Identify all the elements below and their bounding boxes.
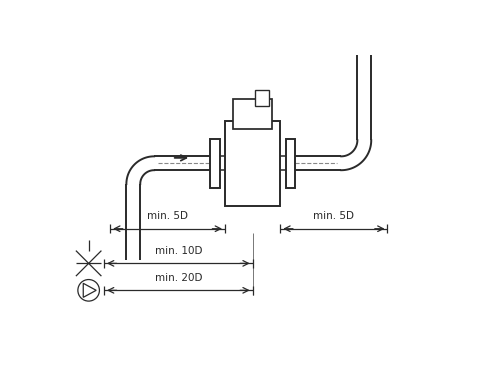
Bar	[255, 90, 269, 105]
Text: min. 20D: min. 20D	[154, 273, 202, 283]
Bar	[233, 99, 272, 128]
Text: min. 10D: min. 10D	[154, 246, 202, 256]
Bar	[285, 139, 295, 188]
Text: min. 5D: min. 5D	[313, 211, 354, 221]
Bar	[210, 139, 219, 188]
Text: min. 5D: min. 5D	[147, 211, 188, 221]
Bar	[224, 121, 280, 206]
